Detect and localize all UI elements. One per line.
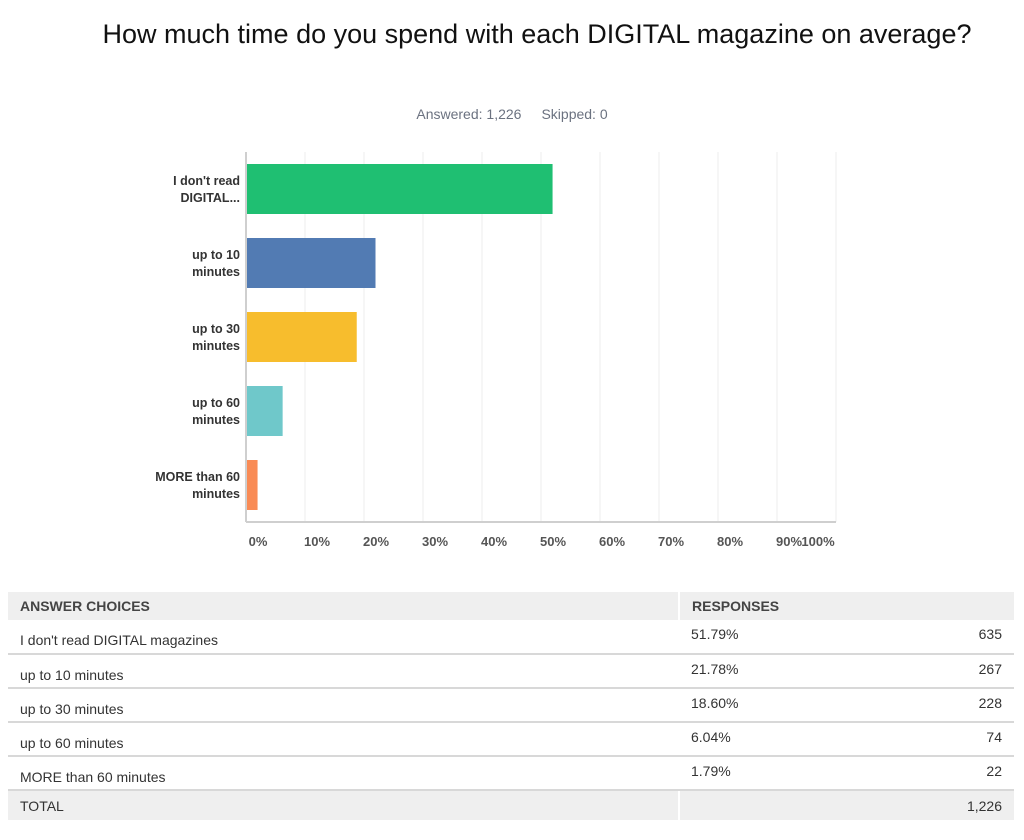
x-tick-label: 40%	[481, 534, 507, 549]
x-tick-label: 60%	[599, 534, 625, 549]
table-row: up to 60 minutes 6.04% 74	[8, 722, 1014, 757]
category-label: I don't read	[173, 174, 240, 188]
category-label: up to 60	[192, 396, 240, 410]
header-responses: RESPONSES	[679, 592, 899, 620]
bar	[247, 460, 258, 510]
category-label: minutes	[192, 413, 240, 427]
header-count	[898, 592, 1014, 620]
response-count: 267	[898, 654, 1014, 689]
response-summary: Answered: 1,226 Skipped: 0	[0, 106, 1024, 122]
answered-count: Answered: 1,226	[416, 106, 522, 122]
response-percent: 21.78%	[679, 654, 899, 689]
table-row: up to 30 minutes 18.60% 228	[8, 688, 1014, 723]
category-label: DIGITAL...	[181, 191, 241, 205]
bar	[247, 164, 553, 214]
response-percent: 51.79%	[679, 620, 899, 655]
skipped-count: Skipped: 0	[541, 106, 608, 122]
bar	[247, 312, 357, 362]
bar-chart: 0% 10% 20% 30% 40% 50% 60% 70% 80% 90% 100% I don't…	[155, 152, 837, 549]
answer-choice: I don't read DIGITAL magazines	[8, 620, 679, 655]
total-count: 1,226	[898, 790, 1014, 820]
response-percent: 18.60%	[679, 688, 899, 723]
category-label: MORE than 60	[155, 470, 240, 484]
answer-choice: up to 10 minutes	[8, 654, 679, 689]
category-label: up to 30	[192, 322, 240, 336]
total-spacer	[679, 790, 899, 820]
chart-title: How much time do you spend with each DIG…	[102, 19, 972, 49]
x-tick-label: 90%	[776, 534, 802, 549]
category-label: minutes	[192, 487, 240, 501]
header-answer-choices: ANSWER CHOICES	[8, 592, 680, 620]
response-count: 22	[898, 756, 1014, 791]
answer-choice: up to 60 minutes	[8, 722, 679, 757]
x-tick-label: 50%	[540, 534, 566, 549]
table-row: MORE than 60 minutes 1.79% 22	[8, 756, 1014, 791]
response-percent: 1.79%	[679, 756, 899, 791]
x-tick-label: 0%	[249, 534, 268, 549]
response-count: 74	[898, 722, 1014, 757]
x-tick-label: 100%	[801, 534, 835, 549]
x-tick-label: 20%	[363, 534, 389, 549]
x-tick-label: 30%	[422, 534, 448, 549]
response-percent: 6.04%	[679, 722, 899, 757]
x-tick-label: 70%	[658, 534, 684, 549]
category-label: minutes	[192, 339, 240, 353]
total-label: TOTAL	[8, 790, 680, 820]
bar	[247, 238, 376, 288]
table-header-row: ANSWER CHOICES RESPONSES	[8, 592, 1014, 620]
category-label: up to 10	[192, 248, 240, 262]
response-count: 228	[898, 688, 1014, 723]
response-count: 635	[898, 620, 1014, 655]
x-tick-label: 10%	[304, 534, 330, 549]
table-row: I don't read DIGITAL magazines 51.79% 635	[8, 620, 1014, 655]
bar	[247, 386, 283, 436]
responses-table: ANSWER CHOICES RESPONSES I don't read DI…	[8, 592, 1014, 820]
answer-choice: up to 30 minutes	[8, 688, 679, 723]
category-label: minutes	[192, 265, 240, 279]
table-row: up to 10 minutes 21.78% 267	[8, 654, 1014, 689]
answer-choice: MORE than 60 minutes	[8, 756, 679, 791]
total-row: TOTAL 1,226	[8, 790, 1014, 820]
x-tick-label: 80%	[717, 534, 743, 549]
